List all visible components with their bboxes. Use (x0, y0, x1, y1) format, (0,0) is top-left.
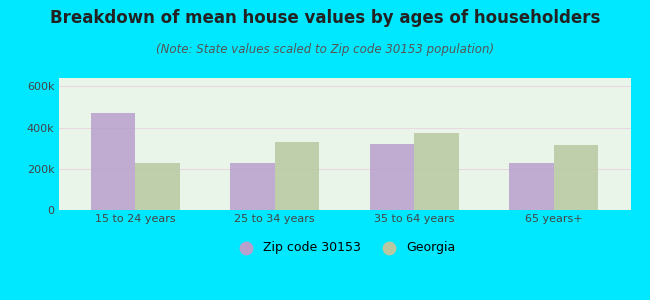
Bar (370, 144, 414, 210)
Bar (275, 142, 319, 210)
Text: (Note: State values scaled to Zip code 30153 population): (Note: State values scaled to Zip code 3… (156, 44, 494, 56)
Bar (414, 133, 459, 210)
Bar (230, 163, 275, 210)
Bar (509, 163, 554, 210)
Legend: Zip code 30153, Georgia: Zip code 30153, Georgia (228, 236, 461, 259)
Bar (135, 163, 180, 210)
Bar (554, 145, 599, 210)
Bar (90, 113, 135, 210)
Text: Breakdown of mean house values by ages of householders: Breakdown of mean house values by ages o… (50, 9, 600, 27)
